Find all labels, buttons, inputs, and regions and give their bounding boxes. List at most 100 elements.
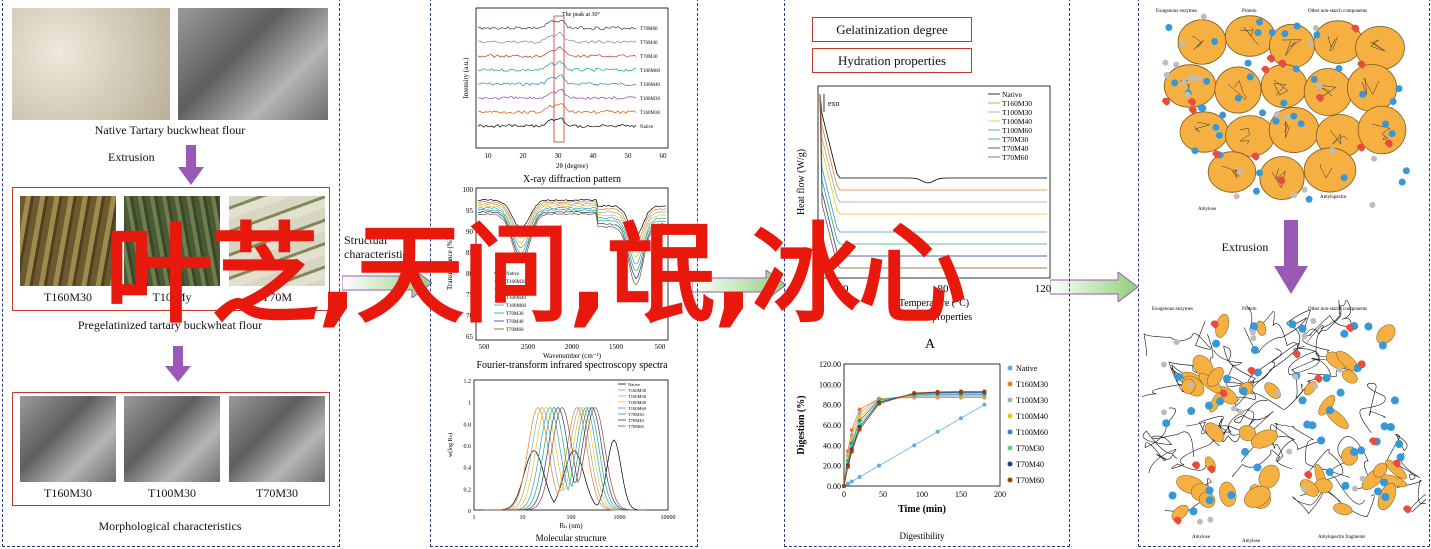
protein-dot bbox=[1206, 496, 1214, 504]
protein-dot bbox=[1374, 487, 1382, 495]
protein-dot bbox=[1281, 30, 1288, 37]
dig-legend-marker bbox=[1008, 382, 1013, 387]
protein-dot bbox=[1299, 396, 1307, 404]
dig-legend-label: T70M40 bbox=[1016, 460, 1044, 469]
enzyme-marker bbox=[1314, 375, 1322, 383]
protein-dot bbox=[1240, 387, 1248, 395]
enzyme-marker bbox=[1247, 367, 1255, 375]
protein-dot bbox=[1280, 100, 1287, 107]
starch-granule bbox=[1226, 116, 1275, 157]
mw-legend-label: T100M60 bbox=[628, 406, 647, 411]
protein-dot bbox=[1395, 85, 1402, 92]
ftir-xlabel: Wavenumber (cm⁻¹) bbox=[543, 352, 602, 360]
protein-dot bbox=[1293, 66, 1300, 73]
dsc-sub-label: A bbox=[925, 337, 936, 352]
protein-dot bbox=[1162, 419, 1170, 427]
mw-legend-label: T100M30 bbox=[628, 394, 647, 399]
dig-point bbox=[982, 403, 986, 407]
mw-legend-label: T70M30 bbox=[628, 412, 645, 417]
non-starch-dot bbox=[1301, 486, 1307, 492]
mw-ylabel: w(log Rₕ) bbox=[447, 433, 454, 457]
label-other: Other non-starch components bbox=[1308, 9, 1367, 14]
protein-dot bbox=[1253, 188, 1260, 195]
non-starch-dot bbox=[1162, 60, 1168, 66]
non-starch-dot bbox=[1207, 517, 1213, 523]
mw-xtick: 100 bbox=[567, 515, 576, 521]
xrd-chart: The peak at 30° 10 20 30 40 50 60 2θ (degree) In… bbox=[436, 2, 692, 188]
protein-dot bbox=[1382, 120, 1389, 127]
protein-dot bbox=[1390, 98, 1397, 105]
dig-xtick: 0 bbox=[842, 490, 846, 499]
extrusion-arrow-2 bbox=[165, 346, 191, 382]
starch-granule bbox=[1215, 67, 1261, 113]
protein-dot bbox=[1335, 65, 1342, 72]
protein-dot bbox=[1341, 482, 1349, 490]
xrd-series-label: T70M80 bbox=[640, 27, 658, 32]
xrd-series-line bbox=[478, 20, 636, 29]
dig-series-line bbox=[844, 395, 984, 487]
protein-dot bbox=[1387, 423, 1395, 431]
mw-xtick: 10000 bbox=[661, 515, 676, 521]
non-starch-dot bbox=[1201, 14, 1207, 20]
non-starch-dot bbox=[1275, 390, 1281, 396]
protein-dot bbox=[1326, 406, 1334, 414]
mw-legend-label: T100M40 bbox=[628, 400, 647, 405]
mw-xtick: 1000 bbox=[614, 515, 626, 521]
starch-granule bbox=[1208, 152, 1256, 193]
dsc-legend-label: T100M60 bbox=[1002, 126, 1032, 135]
dsc-exo: exo bbox=[828, 99, 840, 108]
protein-dot bbox=[1306, 196, 1313, 203]
enzyme-marker bbox=[1162, 98, 1170, 106]
non-starch-dot bbox=[1371, 156, 1377, 162]
dig-legend-label: Native bbox=[1016, 364, 1038, 373]
mw-legend-label: T160M30 bbox=[628, 388, 647, 393]
extrusion-label-1: Extrusion bbox=[108, 150, 188, 165]
mw-ytick: 1.2 bbox=[464, 379, 472, 385]
label-enzymes-after: Exogenous enzymes bbox=[1152, 307, 1193, 312]
non-starch-dot bbox=[1283, 114, 1289, 120]
ftir-ytick: 100 bbox=[463, 186, 474, 194]
dig-series-line bbox=[844, 392, 984, 487]
overlay-text: 叶芝,天问,氓,冰心 bbox=[105, 222, 964, 330]
dsc-legend-label: Native bbox=[1002, 90, 1023, 99]
xrd-series-line bbox=[478, 118, 636, 128]
protein-dot bbox=[1227, 491, 1235, 499]
protein-dot bbox=[1241, 448, 1249, 456]
amylose-chain bbox=[1330, 436, 1374, 504]
protein-dot bbox=[1203, 78, 1210, 85]
protein-dot bbox=[1298, 325, 1306, 333]
non-starch-dot bbox=[1317, 83, 1323, 89]
protein-dot bbox=[1247, 73, 1254, 80]
starch-granule bbox=[1225, 16, 1274, 57]
label-amylose-after: Amylose bbox=[1192, 535, 1211, 540]
dig-ytick: 60.00 bbox=[823, 421, 841, 430]
enzyme-marker bbox=[1292, 350, 1300, 358]
non-starch-dot bbox=[1312, 383, 1318, 389]
xrd-series-label: T70M40 bbox=[640, 41, 658, 46]
dig-xtick: 200 bbox=[994, 490, 1006, 499]
protein-dot bbox=[1380, 478, 1388, 486]
protein-dot bbox=[1323, 374, 1331, 382]
sem-image-2 bbox=[124, 396, 220, 482]
dig-ytick: 0.00 bbox=[827, 482, 841, 491]
non-starch-dot bbox=[1234, 193, 1240, 199]
non-starch-dot bbox=[1161, 409, 1167, 415]
dig-legend-label: T160M30 bbox=[1016, 380, 1048, 389]
protein-dot bbox=[1212, 124, 1219, 131]
mw-chart: 1.210.80.60.40.201 10 100 1000 10000Rₕ (nm)w… bbox=[436, 372, 692, 546]
label-amylose-frag: Amylose bbox=[1242, 539, 1261, 544]
protein-dot bbox=[1290, 113, 1297, 120]
mw-legend-label: T70M60 bbox=[628, 424, 645, 429]
dig-ytick: 40.00 bbox=[823, 441, 841, 450]
label-protein-after: Protein bbox=[1242, 307, 1257, 312]
non-starch-dot bbox=[1286, 449, 1292, 455]
xrd-series-label: T100M40 bbox=[640, 83, 661, 88]
dig-series-line bbox=[844, 405, 984, 486]
xrd-xtick: 50 bbox=[625, 152, 633, 160]
non-starch-dot bbox=[1337, 367, 1343, 373]
sem-label-1: T160M30 bbox=[20, 486, 116, 501]
extrusion-arrow-3 bbox=[1274, 220, 1308, 294]
non-starch-dot bbox=[1238, 409, 1244, 415]
enzyme-marker bbox=[1207, 465, 1215, 473]
label-amylopectin-frag: Amylopectin fragments bbox=[1318, 535, 1365, 540]
